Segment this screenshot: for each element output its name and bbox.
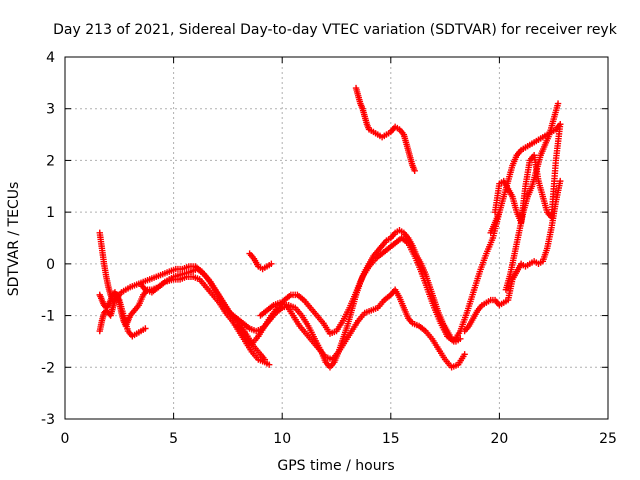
y-axis-label: SDTVAR / TECUs	[6, 182, 22, 297]
grid-lines	[65, 57, 608, 419]
y-tick-label: -3	[41, 412, 55, 428]
x-tick-label: 5	[169, 431, 178, 447]
x-tick-label: 20	[490, 431, 508, 447]
series-track-h	[352, 84, 418, 174]
x-axis-label: GPS time / hours	[277, 458, 394, 474]
data-point	[554, 100, 562, 107]
series-track-c	[96, 289, 149, 340]
data-point	[557, 121, 564, 128]
series-track-i	[461, 177, 564, 335]
axis-ticks	[64, 56, 609, 420]
series-track-b	[96, 229, 269, 363]
series-track-a	[96, 273, 273, 368]
y-tick-label: 3	[46, 102, 55, 118]
data-point	[142, 325, 149, 332]
plot-frame	[64, 56, 609, 420]
y-tick-label: -2	[41, 360, 55, 376]
y-tick-label: -1	[41, 309, 55, 325]
y-tick-label: 4	[46, 50, 55, 66]
tick-labels: 0 5 10 15 20 25 -3 -2 -1 0 1 2 3 4	[41, 50, 617, 447]
x-tick-label: 10	[273, 431, 291, 447]
data-point	[261, 356, 269, 363]
series-track-e	[246, 250, 275, 273]
y-tick-label: 2	[46, 153, 55, 169]
series-track-f	[235, 208, 503, 348]
x-tick-label: 25	[599, 431, 617, 447]
x-tick-label: 0	[61, 431, 70, 447]
y-tick-label: 1	[46, 205, 55, 221]
data-point	[265, 361, 273, 368]
data-point	[461, 351, 468, 358]
data-point	[557, 177, 564, 185]
chart-title: Day 213 of 2021, Sidereal Day-to-day VTE…	[53, 22, 618, 38]
x-tick-label: 15	[382, 431, 400, 447]
data-point	[268, 260, 275, 268]
data-point	[411, 167, 418, 174]
y-tick-label: 0	[46, 257, 55, 273]
data-series	[96, 84, 564, 371]
series-track-l	[502, 100, 562, 293]
series-track-g	[257, 286, 468, 371]
